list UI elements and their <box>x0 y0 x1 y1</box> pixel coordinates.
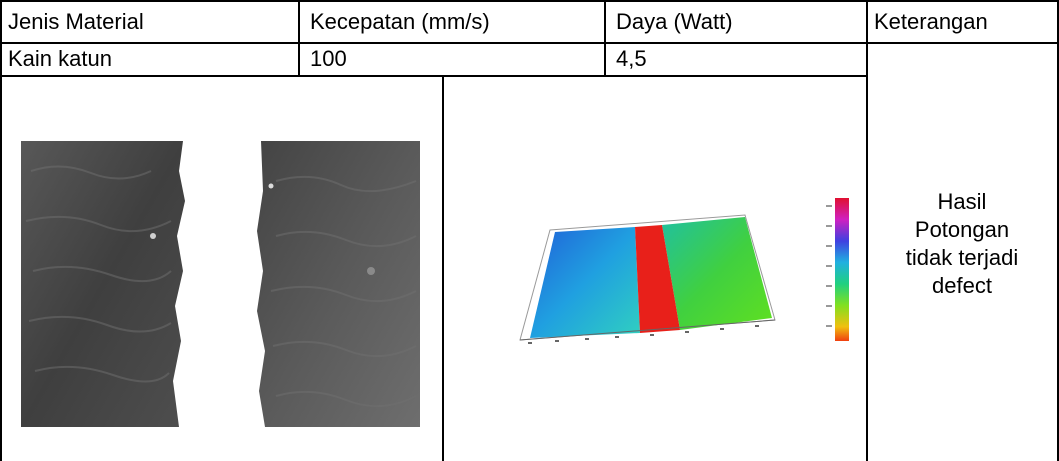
header-keterangan: Keterangan <box>874 9 988 34</box>
cell-power: 4,5 <box>616 46 647 71</box>
note-line-1: Hasil <box>937 189 987 214</box>
header-daya: Daya (Watt) <box>616 9 733 34</box>
header-jenis-material: Jenis Material <box>8 9 144 34</box>
note-line-3: tidak terjadi <box>905 245 1019 270</box>
col-line-1 <box>298 0 300 77</box>
cell-material: Kain katun <box>8 46 112 71</box>
note-line-2: Potongan <box>914 217 1010 242</box>
note-line-4: defect <box>932 273 992 298</box>
row-divider-2 <box>0 75 867 77</box>
table-border-top <box>0 0 1059 2</box>
image-divider <box>442 75 444 461</box>
surface-profile-plot <box>519 198 849 344</box>
col-line-right <box>1057 0 1059 461</box>
col-line-2 <box>604 0 606 77</box>
col-line-left <box>0 0 2 461</box>
row-divider-1 <box>0 42 1059 44</box>
col-line-3 <box>866 0 868 461</box>
header-kecepatan: Kecepatan (mm/s) <box>310 9 490 34</box>
cell-speed: 100 <box>310 46 347 71</box>
cut-fabric-micrograph <box>21 141 420 427</box>
cell-note: Hasil Potongan tidak terjadi defect <box>868 188 1056 300</box>
